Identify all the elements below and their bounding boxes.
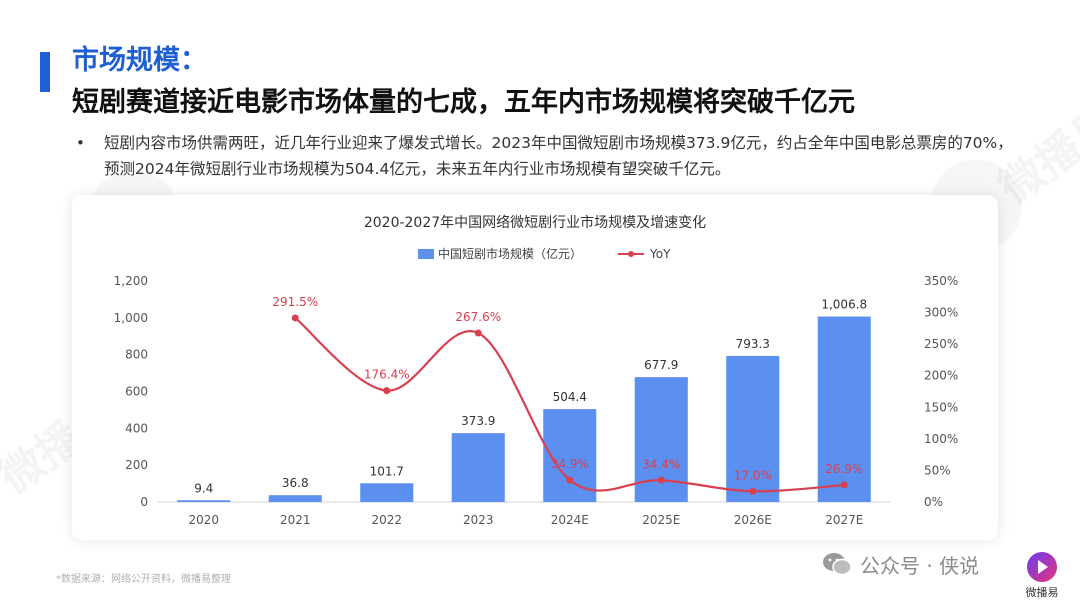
bar: [451, 433, 505, 502]
right-axis-tick-label: 50%: [924, 463, 951, 477]
left-axis-tick-label: 1,200: [114, 274, 148, 288]
chart-plot-area: 0 200 400 600 800 1,000 1,200 0% 50% 100% 150% 200%…: [114, 274, 959, 527]
bar-value-label: 504.4: [553, 390, 587, 404]
left-axis-tick-label: 400: [125, 421, 148, 435]
yoy-value-label: 34.4%: [642, 457, 680, 471]
bar-value-label: 373.9: [461, 414, 495, 428]
yoy-point: [474, 329, 482, 337]
right-axis-tick-label: 0%: [924, 495, 943, 509]
left-axis-tick-label: 600: [125, 385, 148, 399]
bar-value-label: 793.3: [736, 337, 770, 351]
chart-legend: 中国短剧市场规模（亿元） YoY: [418, 246, 671, 261]
bar-value-label: 101.7: [370, 464, 404, 478]
x-axis-tick-label: 2024E: [551, 513, 589, 527]
legend-bar-label: 中国短剧市场规模（亿元）: [438, 246, 582, 261]
yoy-value-label: 26.9%: [825, 462, 863, 476]
yoy-point: [383, 387, 391, 395]
bar: [268, 495, 322, 502]
data-source-note: *数据来源：网络公开资料，微播易整理: [56, 574, 231, 585]
page-subtitle: 短剧赛道接近电影市场体量的七成，五年内市场规模将突破千亿元: [72, 87, 855, 118]
right-axis-tick-label: 150%: [924, 400, 958, 414]
wechat-account-tag: 公众号 · 侠说: [822, 548, 979, 580]
play-logo-icon: [1027, 552, 1057, 582]
brand-logo-text: 微播易: [1025, 586, 1059, 599]
yoy-value-label: 34.9%: [551, 457, 589, 471]
right-axis-tick-label: 200%: [924, 369, 958, 383]
left-axis-tick-label: 800: [125, 348, 148, 362]
right-axis-tick-label: 250%: [924, 337, 958, 351]
bar: [177, 500, 231, 502]
x-axis-tick-label: 2026E: [734, 513, 772, 527]
chart-card: 2020-2027年中国网络微短剧行业市场规模及增速变化 中国短剧市场规模（亿元…: [72, 195, 998, 540]
bar: [360, 483, 414, 502]
yoy-point: [840, 481, 848, 489]
wechat-icon: [822, 551, 852, 577]
yoy-value-label: 176.4%: [364, 368, 410, 382]
legend-line-label: YoY: [649, 247, 671, 261]
bar-value-label: 9.4: [194, 481, 213, 495]
legend-line-marker: [628, 251, 634, 257]
x-axis-tick-label: 2021: [280, 513, 311, 527]
market-size-chart: 2020-2027年中国网络微短剧行业市场规模及增速变化 中国短剧市场规模（亿元…: [114, 214, 959, 527]
left-axis-tick-label: 200: [125, 458, 148, 472]
chart-title: 2020-2027年中国网络微短剧行业市场规模及增速变化: [364, 214, 706, 231]
yoy-point: [566, 476, 574, 484]
left-axis-tick-label: 1,000: [114, 311, 148, 325]
right-axis-tick-label: 350%: [924, 274, 958, 288]
left-axis-tick-label: 0: [140, 495, 148, 509]
x-axis-tick-label: 2022: [371, 513, 402, 527]
bar-value-label: 36.8: [282, 476, 309, 490]
yoy-point: [749, 487, 757, 495]
bar: [543, 409, 597, 502]
yoy-value-label: 17.0%: [734, 468, 772, 482]
bar: [726, 355, 780, 502]
bullet-icon: •: [76, 134, 85, 152]
x-axis-tick-label: 2020: [188, 513, 219, 527]
right-axis-tick-label: 300%: [924, 306, 958, 320]
right-axis-tick-label: 100%: [924, 432, 958, 446]
legend-bar-swatch: [418, 249, 434, 259]
yoy-value-label: 267.6%: [455, 310, 501, 324]
title-accent-bar: [40, 52, 50, 92]
brand-logo: 微播易: [1016, 552, 1068, 600]
yoy-point: [291, 314, 299, 322]
bar-value-label: 1,006.8: [821, 298, 867, 312]
x-axis-tick-label: 2027E: [825, 513, 863, 527]
page-title: 市场规模：: [72, 45, 207, 76]
x-axis-tick-label: 2025E: [642, 513, 680, 527]
wechat-account-label: 公众号 · 侠说: [860, 553, 980, 578]
bar-value-label: 677.9: [644, 358, 678, 372]
bar: [817, 316, 871, 502]
bullet-text: 短剧内容市场供需两旺，近几年行业迎来了爆发式增长。2023年中国微短剧市场规模3…: [104, 134, 1013, 178]
yoy-point: [657, 476, 665, 484]
yoy-value-label: 291.5%: [272, 295, 318, 309]
x-axis-tick-label: 2023: [463, 513, 494, 527]
